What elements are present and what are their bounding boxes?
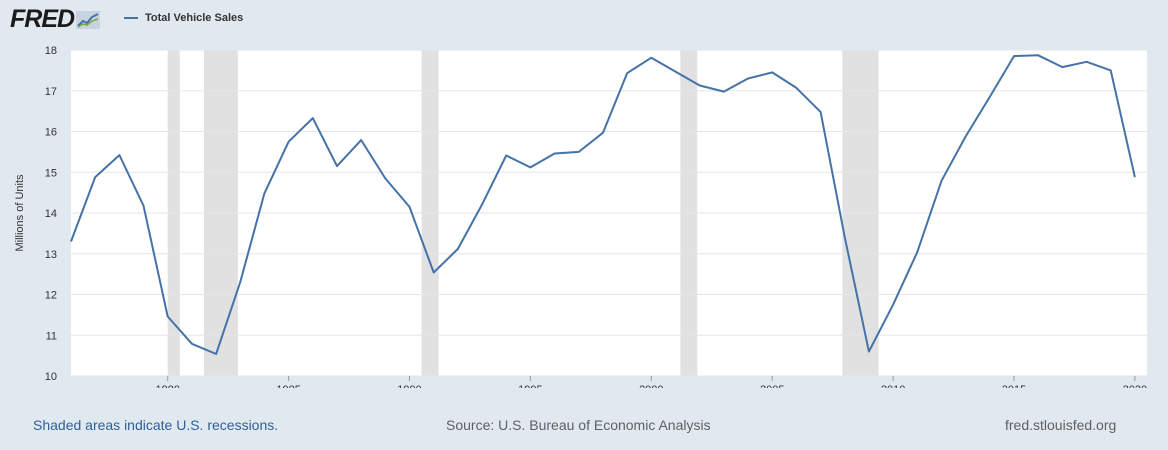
- y-tick-label: 17: [45, 86, 57, 98]
- x-tick-label: 2020: [1123, 384, 1147, 388]
- y-tick-label: 18: [45, 45, 57, 57]
- y-axis-label: Millions of Units: [14, 174, 26, 252]
- source-text: Source: U.S. Bureau of Economic Analysis: [446, 417, 711, 433]
- fred-logo-text: FRED: [10, 5, 75, 33]
- y-tick-label: 12: [45, 290, 57, 302]
- y-tick-label: 10: [45, 371, 57, 383]
- series-line-total-vehicle-sales: [70, 54, 1136, 355]
- fred-logo[interactable]: FRED: [10, 5, 101, 34]
- line-chart: 10 11 12 13 14 15 16 17 18 1980 1985 1990 1995 2000 20…: [14, 45, 1147, 388]
- fred-graph-icon: [76, 10, 101, 29]
- x-tick-label: 2010: [881, 384, 905, 388]
- y-tick-label: 15: [45, 167, 57, 179]
- y-tick-label: 13: [45, 249, 57, 261]
- x-tick-label: 1985: [276, 384, 300, 388]
- site-link[interactable]: fred.stlouisfed.org: [1005, 417, 1117, 433]
- y-tick-label: 14: [45, 208, 57, 220]
- y-tick-label: 16: [45, 127, 57, 139]
- x-tick-label: 1990: [397, 384, 421, 388]
- x-tick-label: 2015: [1002, 384, 1026, 388]
- recession-note[interactable]: Shaded areas indicate U.S. recessions.: [33, 417, 279, 433]
- y-tick-label: 11: [46, 330, 57, 342]
- legend-label: Total Vehicle Sales: [145, 12, 244, 24]
- chart-header: FRED Total Vehicle Sales: [0, 0, 1168, 40]
- legend: Total Vehicle Sales: [124, 12, 243, 24]
- x-tick-label: 1995: [518, 384, 542, 388]
- legend-swatch: [124, 17, 138, 19]
- x-tick-label: 2000: [639, 384, 663, 388]
- x-tick-label: 2005: [760, 384, 784, 388]
- x-tick-label: 1980: [155, 384, 179, 388]
